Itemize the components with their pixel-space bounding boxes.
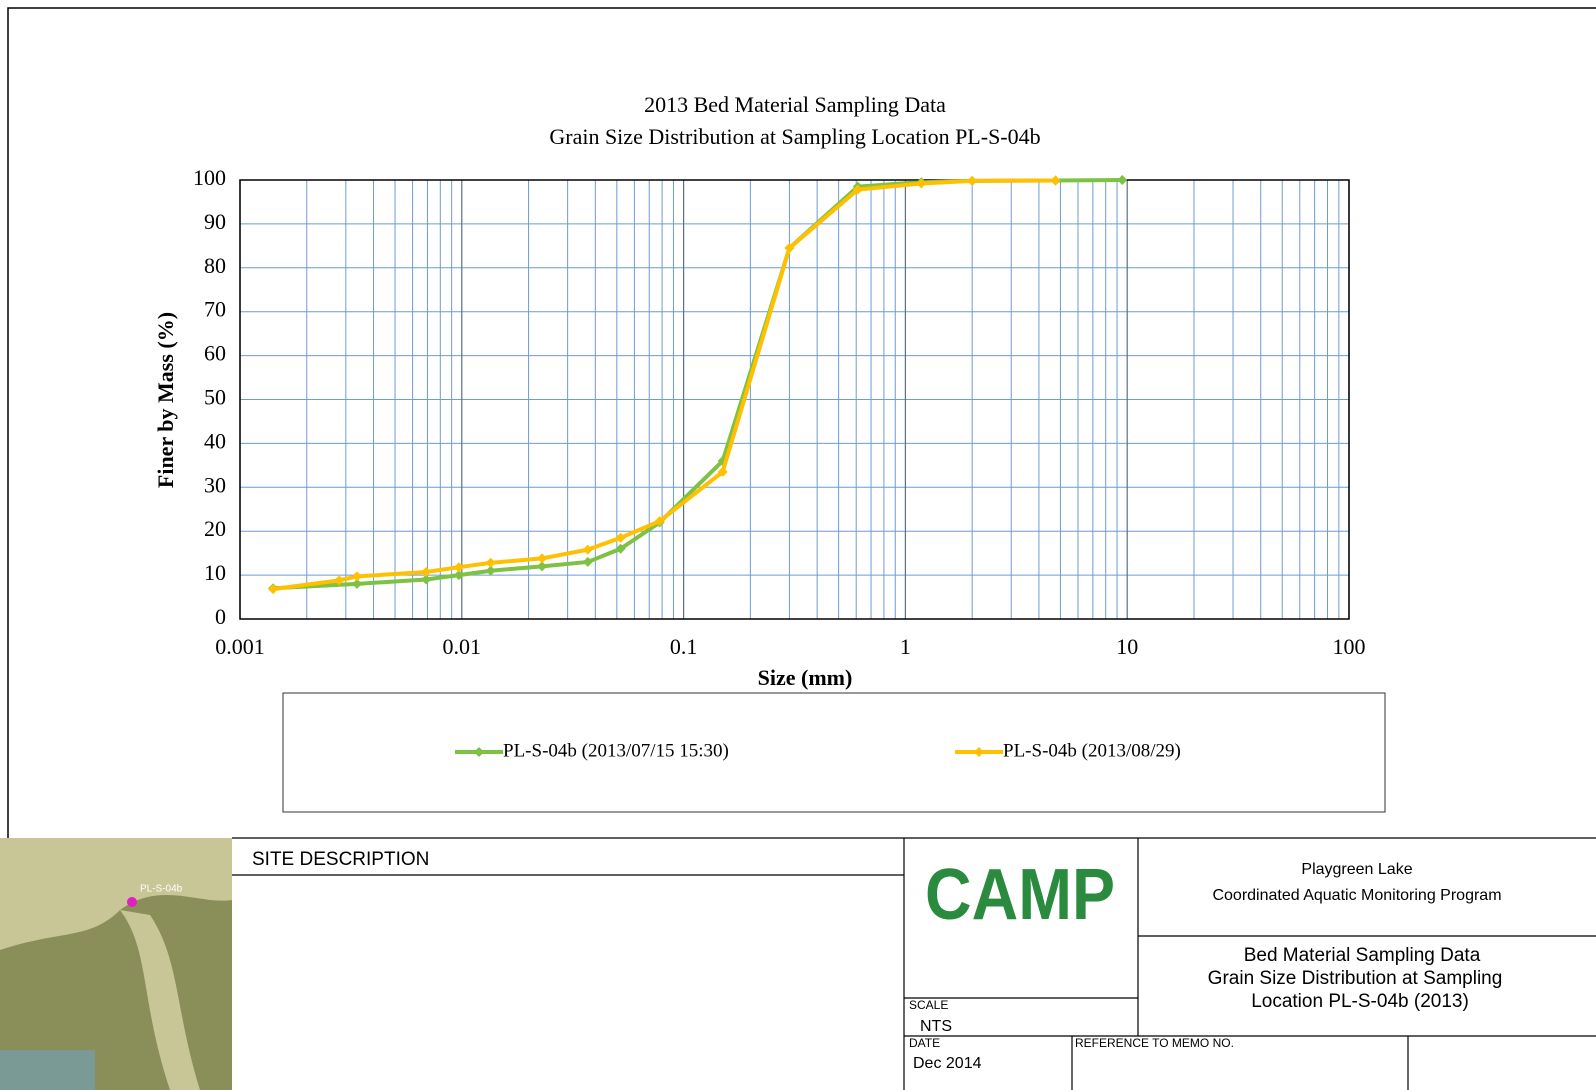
y-tick-label: 60 [204, 341, 226, 366]
y-tick-label: 20 [204, 516, 226, 541]
y-tick-label: 0 [215, 604, 226, 629]
drawing-title-line: Location PL-S-04b (2013) [1251, 991, 1469, 1012]
project-line: Playgreen Lake [1301, 861, 1412, 878]
site-map: PL-S-04b [0, 838, 232, 1090]
y-tick-label: 90 [204, 209, 226, 234]
y-tick-label: 70 [204, 297, 226, 322]
x-tick-label: 0.1 [670, 634, 698, 659]
x-tick-label: 0.001 [215, 634, 265, 659]
drawing-title-line: Grain Size Distribution at Sampling [1208, 968, 1503, 989]
x-tick-label: 0.01 [443, 634, 482, 659]
drawing-title-line: Bed Material Sampling Data [1244, 945, 1481, 966]
y-tick-label: 50 [204, 385, 226, 410]
legend-label: PL-S-04b (2013/07/15 15:30) [503, 740, 729, 761]
page: 2013 Bed Material Sampling Data Grain Si… [0, 0, 1596, 1090]
x-axis-label: Size (mm) [758, 665, 853, 690]
site-description-label: SITE DESCRIPTION [252, 849, 429, 870]
date-value: Dec 2014 [913, 1055, 982, 1072]
y-tick-label: 100 [193, 165, 226, 190]
y-tick-label: 10 [204, 560, 226, 585]
logo: CAMP [925, 855, 1115, 935]
x-tick-label: 10 [1116, 634, 1138, 659]
x-tick-label: 100 [1333, 634, 1366, 659]
project-line: Coordinated Aquatic Monitoring Program [1212, 887, 1501, 904]
map-lake [0, 1050, 95, 1090]
x-tick-label: 1 [900, 634, 911, 659]
chart-subtitle: Grain Size Distribution at Sampling Loca… [549, 124, 1040, 149]
y-tick-label: 30 [204, 472, 226, 497]
y-tick-label: 80 [204, 253, 226, 278]
site-marker [127, 897, 137, 907]
memo-label: REFERENCE TO MEMO NO. [1075, 1036, 1234, 1050]
map-label: PL-S-04b [140, 884, 183, 895]
y-tick-label: 40 [204, 428, 226, 453]
scale-label: SCALE [909, 998, 948, 1012]
legend-label: PL-S-04b (2013/08/29) [1003, 740, 1181, 761]
date-label: DATE [909, 1036, 940, 1050]
chart-title: 2013 Bed Material Sampling Data [644, 92, 946, 117]
scale-value: NTS [920, 1018, 952, 1035]
y-axis-label: Finer by Mass (%) [153, 312, 178, 488]
